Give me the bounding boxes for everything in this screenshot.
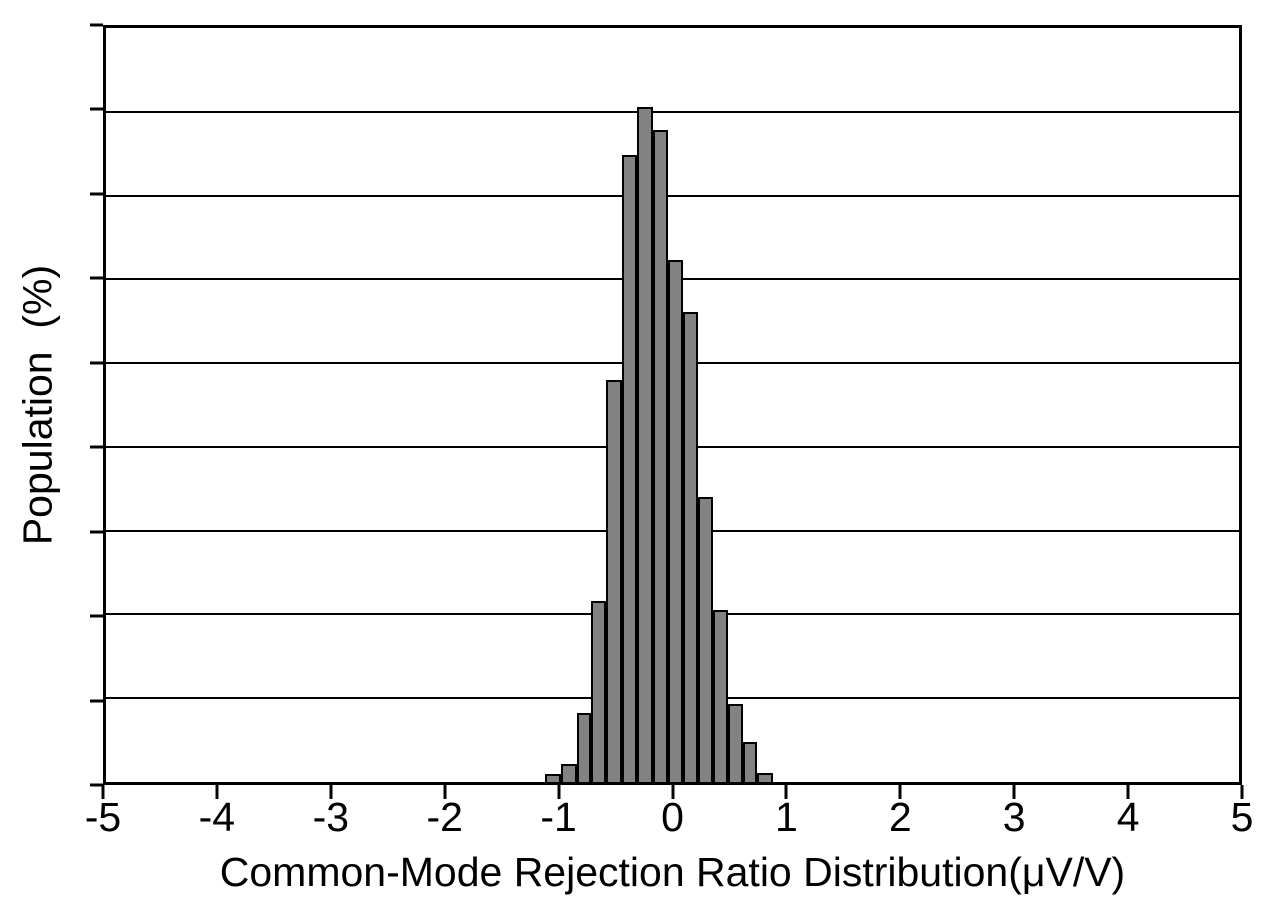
histogram-bar bbox=[757, 772, 774, 782]
histogram-bar bbox=[606, 380, 623, 782]
x-axis-tick bbox=[557, 785, 561, 799]
x-axis-tick-labels: -5 -4 -3 -2 -1 0 1 2 3 4 5 bbox=[85, 794, 1254, 843]
x-tick-label: -1 bbox=[540, 794, 577, 840]
x-axis-tick bbox=[671, 785, 674, 799]
y-axis-ticks bbox=[90, 23, 103, 787]
y-axis-tick bbox=[90, 107, 103, 111]
x-axis-ticks bbox=[101, 785, 1244, 799]
histogram-bar bbox=[697, 497, 713, 782]
histogram-bar bbox=[560, 763, 577, 782]
histogram-bar bbox=[637, 107, 654, 782]
y-axis-tick bbox=[90, 276, 103, 280]
y-axis-tick bbox=[90, 361, 103, 365]
histogram-bar bbox=[742, 742, 758, 782]
x-axis-tick bbox=[101, 785, 105, 799]
y-axis-tick bbox=[90, 614, 103, 618]
histogram-bar bbox=[622, 154, 638, 782]
y-axis-tick bbox=[90, 783, 103, 787]
histogram-bar bbox=[727, 703, 743, 782]
x-axis-tick bbox=[329, 785, 333, 799]
x-tick-label: -4 bbox=[198, 794, 236, 840]
x-tick-label: 3 bbox=[1002, 794, 1026, 840]
x-axis-tick bbox=[215, 785, 219, 799]
x-tick-label: 5 bbox=[1230, 794, 1254, 840]
plot-area bbox=[103, 25, 1242, 785]
histogram-bar bbox=[591, 601, 607, 782]
gridline bbox=[106, 194, 1239, 197]
y-axis-tick bbox=[90, 699, 103, 703]
x-axis-tick bbox=[1012, 785, 1016, 799]
histogram-bar bbox=[576, 713, 592, 782]
x-tick-label: 0 bbox=[661, 794, 684, 840]
x-tick-label: -3 bbox=[312, 794, 350, 840]
x-tick-label: -2 bbox=[426, 794, 463, 840]
x-axis-tick bbox=[1240, 785, 1244, 799]
histogram-bar bbox=[682, 311, 698, 782]
x-tick-label: 2 bbox=[888, 794, 912, 840]
x-tick-label: 4 bbox=[1116, 794, 1140, 840]
y-axis-title: Population (%) bbox=[14, 264, 61, 546]
y-axis-tick bbox=[90, 23, 103, 27]
x-axis-tick bbox=[898, 785, 902, 799]
x-axis-tick bbox=[1126, 785, 1130, 799]
histogram-bar bbox=[653, 129, 668, 782]
x-tick-label: -5 bbox=[84, 794, 122, 840]
histogram-bar bbox=[712, 610, 728, 782]
gridline bbox=[106, 110, 1239, 113]
x-tick-label: 1 bbox=[774, 794, 798, 840]
x-axis-title: Common-Mode Rejection Ratio Distribution… bbox=[219, 849, 1126, 895]
y-axis-tick bbox=[90, 192, 103, 196]
y-axis-tick bbox=[90, 445, 103, 449]
histogram-bars bbox=[106, 28, 1239, 782]
x-axis-tick bbox=[784, 785, 788, 799]
x-axis-tick bbox=[443, 785, 447, 799]
histogram-bar bbox=[667, 260, 683, 782]
histogram-bar bbox=[544, 773, 561, 782]
y-axis-tick bbox=[90, 530, 103, 534]
